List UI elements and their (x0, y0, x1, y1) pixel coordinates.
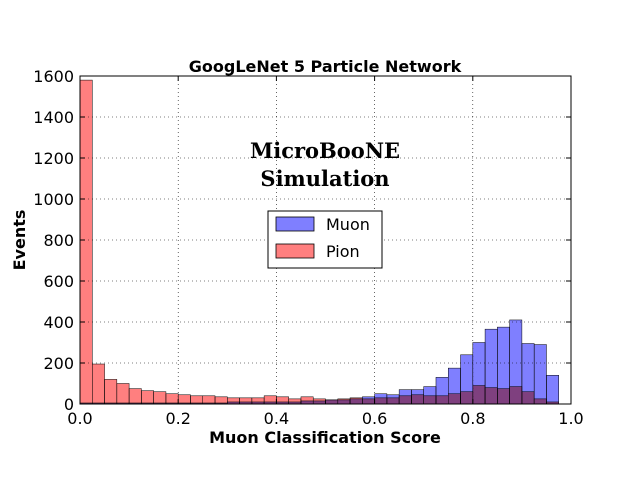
annotation-line-2: Simulation (260, 166, 389, 191)
bar-pion (533, 398, 547, 405)
bar-pion (497, 388, 510, 405)
pion-bars (79, 79, 559, 405)
bar-pion (374, 397, 388, 405)
y-tick-label: 1600 (33, 67, 74, 86)
bar-pion (190, 395, 204, 405)
bar-pion (484, 387, 498, 405)
x-tick-label: 0.0 (67, 409, 92, 428)
bar-pion (116, 383, 130, 405)
x-tick-label: 0.6 (362, 409, 387, 428)
annotation-line-1: MicroBooNE (250, 138, 400, 163)
chart-title: GoogLeNet 5 Particle Network (189, 57, 462, 76)
bar-pion (337, 398, 351, 405)
bar-pion (312, 398, 326, 405)
x-tick-label: 0.2 (165, 409, 190, 428)
y-tick-label: 400 (43, 313, 74, 332)
y-tick-label: 600 (43, 272, 74, 291)
y-tick-labels: 0 200 400 600 800 1000 1200 1400 1600 (33, 67, 74, 414)
bar-muon (546, 375, 559, 405)
bar-pion (435, 395, 449, 405)
bar-pion (472, 385, 486, 405)
y-tick-label: 0 (64, 395, 74, 414)
bar-pion (349, 397, 363, 405)
bar-pion (263, 395, 277, 405)
y-axis-label: Events (10, 210, 29, 271)
x-tick-label: 0.8 (460, 409, 485, 428)
bar-pion (239, 397, 253, 405)
legend-label-muon: Muon (326, 215, 370, 234)
bar-pion (165, 393, 179, 405)
bar-pion (276, 396, 289, 405)
x-tick-labels: 0.0 0.2 0.4 0.6 0.8 1.0 (67, 409, 583, 428)
bar-pion (423, 395, 437, 405)
bar-pion (521, 391, 535, 405)
legend-swatch-muon (275, 216, 315, 232)
legend: Muon Pion (267, 210, 383, 269)
x-axis-label: Muon Classification Score (209, 428, 441, 447)
bar-pion (509, 386, 523, 405)
x-tick-label: 0.4 (264, 409, 289, 428)
bar-pion (398, 395, 412, 405)
bar-pion (92, 363, 105, 405)
axis-ticks (79, 75, 572, 405)
bar-pion (460, 391, 474, 405)
bar-pion (411, 394, 424, 405)
legend-swatch-pion (275, 243, 315, 259)
bar-pion (288, 398, 302, 405)
bar-pion (386, 397, 400, 405)
bar-pion (104, 379, 118, 405)
bar-pion (325, 399, 339, 405)
x-tick-label: 1.0 (558, 409, 583, 428)
legend-label-pion: Pion (326, 242, 360, 261)
bar-pion (141, 390, 154, 405)
y-tick-label: 1400 (33, 108, 74, 127)
bar-pion (300, 396, 314, 405)
y-tick-label: 200 (43, 354, 74, 373)
bar-pion (227, 397, 240, 405)
bar-pion (177, 394, 191, 405)
bar-pion (362, 398, 375, 405)
bar-pion (251, 397, 265, 405)
bar-pion (214, 396, 228, 405)
bar-pion (79, 79, 93, 405)
bar-pion (153, 391, 167, 405)
bar-muon (533, 344, 547, 405)
bar-pion (448, 393, 461, 405)
y-tick-label: 1200 (33, 149, 74, 168)
y-tick-label: 800 (43, 231, 74, 250)
bar-pion (202, 395, 216, 405)
y-tick-label: 1000 (33, 190, 74, 209)
bar-pion (128, 388, 142, 405)
